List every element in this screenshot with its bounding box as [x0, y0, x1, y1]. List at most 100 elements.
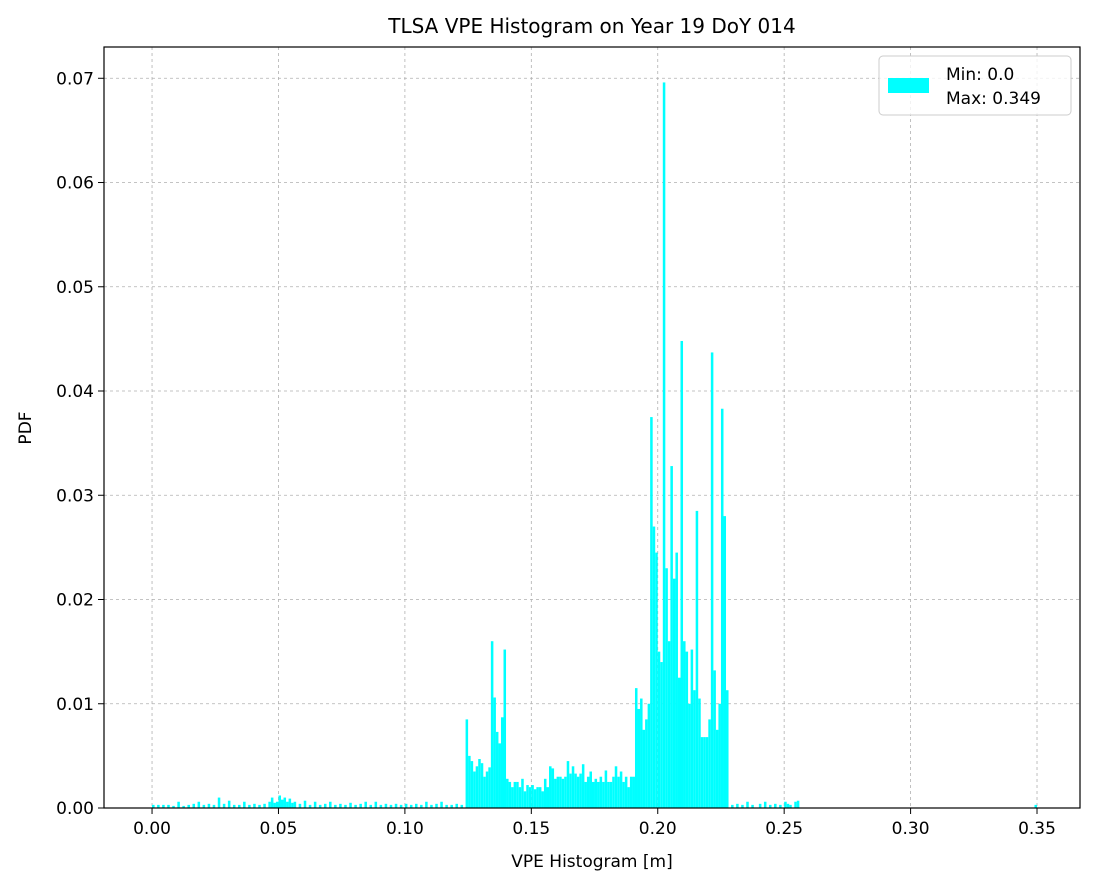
histogram-bar — [629, 776, 633, 808]
histogram-bar — [700, 737, 704, 808]
histogram-bar — [551, 768, 555, 808]
histogram-bar — [670, 466, 673, 808]
y-axis-ticks: 0.00 0.01 0.02 0.03 0.04 0.05 0.06 0.07 — [56, 69, 104, 819]
histogram-bar — [690, 649, 694, 808]
histogram-bar — [720, 408, 724, 808]
histogram-bar — [710, 352, 714, 808]
histogram-bar — [430, 804, 433, 808]
histogram-bar — [624, 776, 628, 808]
histogram-bar — [440, 801, 443, 808]
histogram-bar — [685, 651, 689, 808]
histogram-bar — [445, 804, 448, 808]
histogram-bar — [597, 781, 600, 808]
x-tick-label: 0.10 — [386, 819, 424, 839]
histogram-bar — [518, 787, 522, 808]
histogram-bar — [197, 801, 201, 808]
histogram-bar — [498, 743, 501, 808]
histogram-bar — [399, 804, 403, 808]
histogram-bar — [546, 787, 550, 808]
histogram-bar — [614, 766, 618, 808]
histogram-bar — [538, 787, 542, 808]
legend-label-min: Min: 0.0 — [946, 65, 1014, 85]
histogram-bar — [384, 803, 388, 808]
histogram-bar — [612, 776, 615, 808]
histogram-bar — [531, 785, 534, 808]
histogram-bar — [516, 781, 519, 808]
histogram-bar — [592, 781, 595, 808]
histogram-bar — [693, 690, 696, 808]
histogram-bar — [270, 797, 274, 808]
histogram-bar — [660, 662, 663, 808]
histogram-bar — [726, 690, 729, 808]
histogram-bar — [500, 717, 504, 808]
histogram-bar — [468, 755, 471, 808]
histogram-bar — [569, 773, 572, 808]
histogram-bar — [475, 766, 479, 808]
histogram-bar — [779, 804, 782, 808]
histogram-bar — [576, 776, 580, 808]
legend-box — [878, 55, 1072, 116]
histogram-bar — [768, 804, 772, 808]
histogram-bar — [758, 803, 762, 808]
histogram-bar — [774, 803, 777, 808]
histogram-bar — [172, 805, 175, 808]
histogram-bar — [187, 804, 190, 808]
histogram-bar — [293, 801, 297, 808]
histogram-bar — [650, 417, 653, 808]
histogram-bar — [323, 803, 327, 808]
histogram-bar — [283, 797, 287, 808]
histogram-bar — [354, 804, 357, 808]
histogram-bar — [554, 778, 557, 808]
y-tick-label: 0.07 — [56, 69, 94, 89]
y-tick-label: 0.03 — [56, 486, 94, 506]
histogram-bar — [652, 526, 656, 808]
histogram-bar — [566, 761, 570, 808]
histogram-bar — [665, 568, 668, 808]
histogram-bar — [369, 804, 373, 808]
histogram-bar — [394, 803, 398, 808]
histogram-bar — [508, 781, 512, 808]
histogram-bar — [298, 803, 302, 808]
y-tick-label: 0.06 — [56, 174, 94, 194]
histogram-bar — [329, 801, 332, 808]
histogram-bar — [513, 781, 517, 808]
histogram-bar — [528, 787, 532, 808]
histogram-bar — [637, 708, 641, 808]
histogram-bar — [640, 698, 643, 808]
histogram-bar — [736, 803, 739, 808]
histogram-bar — [786, 803, 790, 808]
histogram-bar — [379, 804, 383, 808]
histogram-bar — [523, 791, 527, 808]
y-axis-label: PDF — [16, 411, 36, 444]
histogram-bar — [243, 801, 246, 808]
histogram-bar — [278, 795, 281, 808]
histogram-bar — [647, 703, 651, 808]
histogram-bar — [655, 552, 658, 808]
histogram-bar — [677, 677, 681, 808]
histogram-bar — [571, 766, 575, 808]
histogram-bar — [291, 802, 294, 808]
x-tick-label: 0.30 — [892, 819, 930, 839]
histogram-bar — [789, 804, 792, 808]
histogram-bar — [409, 804, 413, 808]
histogram-bar — [675, 552, 678, 808]
x-tick-label: 0.25 — [765, 819, 803, 839]
histogram-bar — [308, 804, 312, 808]
histogram-bar — [695, 510, 699, 808]
x-tick-label: 0.20 — [639, 819, 677, 839]
histogram-bar — [232, 804, 236, 808]
histogram-bar — [227, 800, 231, 808]
histogram-bar — [212, 804, 216, 808]
histogram-bar — [480, 763, 484, 808]
histogram-bar — [622, 781, 625, 808]
histogram-bar — [495, 731, 499, 808]
histogram-bar — [662, 82, 666, 808]
histogram-bar — [796, 800, 800, 808]
histogram-bar — [698, 698, 701, 808]
histogram-bar — [238, 804, 241, 808]
histogram-bar — [657, 651, 661, 808]
histogram-bar — [574, 773, 577, 808]
x-tick-label: 0.35 — [1018, 819, 1056, 839]
histogram-bar — [263, 803, 266, 808]
